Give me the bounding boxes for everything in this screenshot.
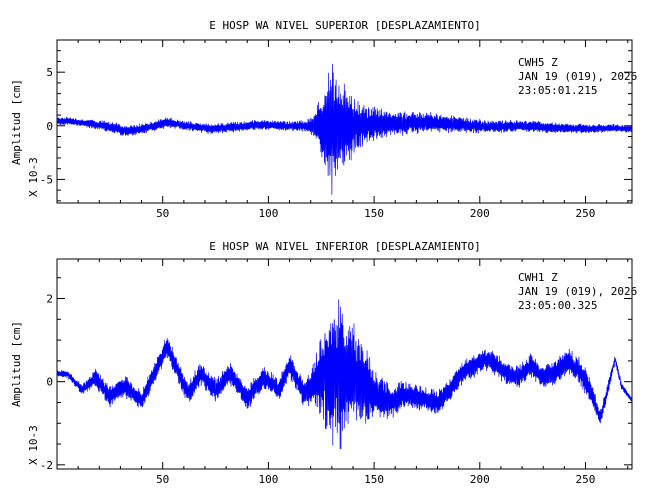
axis-ticks bbox=[57, 39, 632, 203]
x-tick-label: 150 bbox=[364, 473, 384, 486]
x-tick-label: 100 bbox=[258, 473, 278, 486]
x-tick-label: 50 bbox=[156, 207, 169, 220]
series-line bbox=[56, 63, 633, 195]
axis-ticks bbox=[57, 259, 632, 469]
tick-labels: 50 100 150 200 250 -2 0 2 bbox=[40, 293, 596, 486]
y-scale-note: X 10-3 bbox=[27, 425, 40, 465]
y-tick-label: 2 bbox=[46, 293, 53, 306]
series-line bbox=[56, 299, 633, 450]
x-tick-label: 50 bbox=[156, 473, 169, 486]
plot-frame bbox=[56, 258, 633, 470]
x-tick-label: 200 bbox=[470, 473, 490, 486]
x-tick-label: 100 bbox=[258, 207, 278, 220]
y-tick-label: -5 bbox=[40, 173, 53, 186]
y-axis-label: Amplitud [cm] bbox=[10, 79, 23, 165]
time-label: 23:05:01.215 bbox=[518, 84, 597, 97]
chart-title: E HOSP WA NIVEL SUPERIOR [DESPLAZAMIENTO… bbox=[209, 19, 481, 32]
y-tick-label: 0 bbox=[46, 376, 53, 389]
x-tick-label: 150 bbox=[364, 207, 384, 220]
panel-top: E HOSP WA NIVEL SUPERIOR [DESPLAZAMIENTO… bbox=[10, 19, 637, 220]
y-axis-label: Amplitud [cm] bbox=[10, 321, 23, 407]
tick-labels: 50 100 150 200 250 -5 0 5 bbox=[40, 66, 596, 220]
time-label: 23:05:00.325 bbox=[518, 299, 597, 312]
y-scale-note: X 10-3 bbox=[27, 157, 40, 197]
date-label: JAN 19 (019), 2026 bbox=[518, 70, 637, 83]
y-tick-label: -2 bbox=[40, 459, 53, 472]
y-tick-label: 5 bbox=[46, 66, 53, 79]
chart-title: E HOSP WA NIVEL INFERIOR [DESPLAZAMIENTO… bbox=[209, 240, 481, 253]
station-label: CWH1 Z bbox=[518, 271, 558, 284]
x-tick-label: 200 bbox=[470, 207, 490, 220]
date-label: JAN 19 (019), 2026 bbox=[518, 285, 637, 298]
y-tick-label: 0 bbox=[46, 120, 53, 133]
panel-bottom: E HOSP WA NIVEL INFERIOR [DESPLAZAMIENTO… bbox=[10, 240, 637, 486]
station-label: CWH5 Z bbox=[518, 56, 558, 69]
x-tick-label: 250 bbox=[576, 473, 596, 486]
x-tick-label: 250 bbox=[576, 207, 596, 220]
